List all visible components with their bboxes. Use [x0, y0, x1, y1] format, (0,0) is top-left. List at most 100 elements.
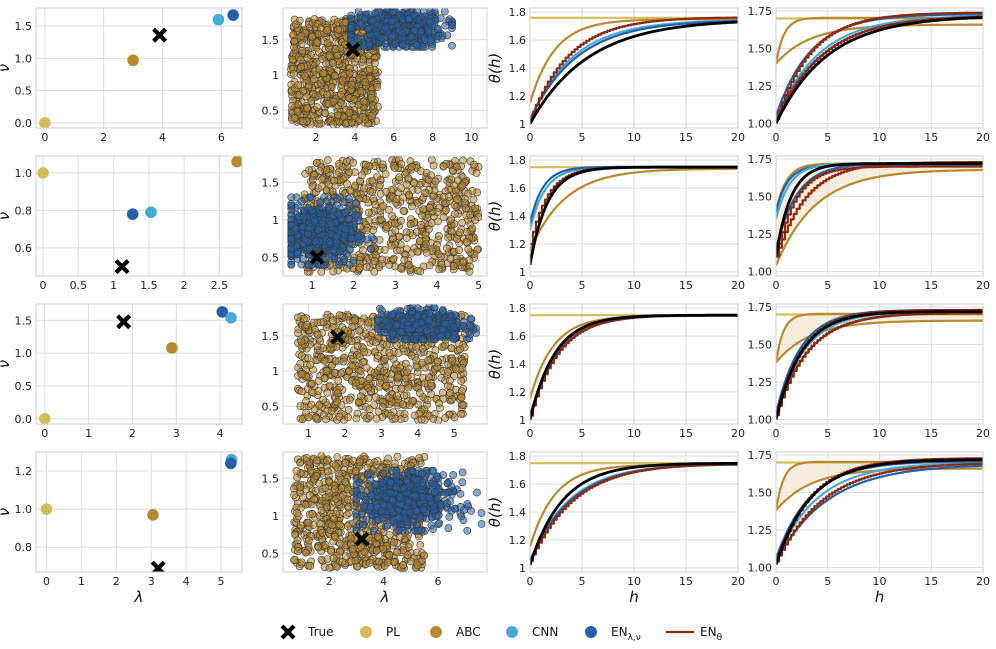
abc-sample	[376, 190, 385, 198]
abc-sample	[385, 261, 394, 269]
abc-sample	[401, 359, 410, 368]
x-tick-label: 10	[627, 131, 641, 144]
x-tick-label: 10	[873, 131, 887, 144]
x-tick-label: 1	[110, 279, 117, 292]
x-tick-label: 20	[976, 279, 990, 292]
abc-sample	[348, 118, 356, 127]
abc-sample	[410, 411, 419, 420]
abc-sample	[364, 383, 372, 392]
y-tick-label: 1.2	[509, 90, 527, 103]
abc-sample	[335, 159, 344, 168]
en_lam_nu-sample	[426, 8, 435, 16]
abc-sample	[321, 493, 330, 502]
y-tick-label: 1.5	[262, 472, 280, 485]
en_lam_nu-sample	[305, 193, 314, 202]
x-tick-label: 5	[579, 131, 586, 144]
cnn-point	[212, 13, 225, 26]
abc-sample	[290, 491, 298, 499]
abc-sample	[372, 546, 381, 555]
abc-sample	[302, 92, 311, 101]
abc-sample	[296, 483, 304, 492]
abc-sample	[472, 169, 481, 177]
abc-sample	[308, 33, 317, 41]
abc-sample	[355, 116, 364, 125]
en_lam_nu-sample	[441, 319, 450, 328]
x-tick-label: 5	[475, 279, 482, 292]
abc-sample	[364, 318, 373, 327]
abc-sample	[445, 376, 454, 385]
y-axis-label: θ(h)	[486, 201, 504, 231]
abc-sample	[441, 414, 450, 422]
abc-sample	[406, 557, 415, 566]
abc-curve	[776, 168, 983, 266]
plot-area	[287, 156, 483, 276]
abc-sample	[293, 107, 302, 116]
abc-sample	[338, 557, 347, 566]
axes-frame	[35, 303, 243, 425]
abc-point	[127, 54, 139, 67]
abc-sample	[397, 384, 406, 393]
abc-sample	[461, 204, 470, 213]
abc-sample	[367, 93, 376, 102]
en_lam_nu-sample	[336, 247, 345, 256]
abc-sample	[315, 479, 324, 488]
en_lam_nu-sample	[304, 260, 313, 269]
abc-sample	[412, 227, 421, 236]
plot-area	[38, 306, 237, 424]
abc-sample	[370, 256, 379, 265]
abc-sample	[312, 38, 321, 47]
x-tick-label: 0.5	[70, 279, 88, 292]
x-axis-label: λ	[134, 588, 144, 606]
abc-sample	[390, 557, 399, 566]
en_lam_nu-sample	[341, 225, 350, 234]
x-tick-label: 2	[341, 427, 348, 440]
abc-sample	[378, 160, 387, 169]
plot-area	[37, 156, 242, 275]
abc-sample	[355, 326, 363, 335]
abc-sample	[468, 187, 477, 195]
abc-sample	[378, 255, 386, 264]
abc-sample	[300, 71, 309, 80]
abc-sample	[417, 220, 426, 229]
abc-sample	[304, 413, 313, 422]
y-tick-label: 1	[272, 365, 279, 378]
en_theta-curve	[776, 11, 983, 121]
abc-sample	[311, 413, 320, 422]
abc-sample	[416, 541, 425, 549]
abc-sample	[455, 345, 464, 354]
en_lam_nu-sample	[459, 318, 468, 326]
abc-sample	[439, 213, 448, 222]
abc-sample	[367, 112, 376, 121]
abc-sample	[345, 367, 354, 376]
panel-r3-c2: 1 2 3 4 50.511.5	[262, 303, 488, 440]
abc-sample	[412, 342, 420, 351]
y-tick-label: 0.6	[15, 242, 33, 255]
x-tick-label: 0	[773, 131, 780, 144]
abc-sample	[399, 561, 408, 569]
abc-sample	[458, 364, 467, 373]
abc-sample	[407, 372, 416, 381]
en_lam_nu-sample	[413, 15, 422, 24]
cnn-point	[225, 311, 237, 324]
panel-r2-c1: 00.511.522.50.60.81.0ν	[0, 155, 243, 292]
abc-sample	[396, 264, 405, 273]
y-tick-label: 1.5	[262, 330, 280, 343]
abc-sample	[380, 246, 389, 254]
true-point-marker	[114, 259, 130, 275]
plot-area	[287, 8, 456, 128]
abc-sample	[313, 103, 321, 111]
axes-frame	[529, 155, 739, 277]
abc-sample	[457, 410, 465, 418]
abc-sample	[433, 208, 442, 217]
y-tick-label: 1.8	[509, 6, 527, 19]
abc-sample	[341, 477, 350, 486]
abc-sample	[302, 320, 311, 329]
abc-sample	[346, 186, 355, 195]
abc-sample	[416, 267, 425, 276]
y-tick-label: 1.00	[748, 414, 773, 427]
y-tick-label: 1.4	[509, 210, 527, 223]
abc-sample	[290, 36, 299, 45]
abc-sample	[358, 171, 366, 180]
y-tick-label: 1.5	[262, 34, 280, 47]
